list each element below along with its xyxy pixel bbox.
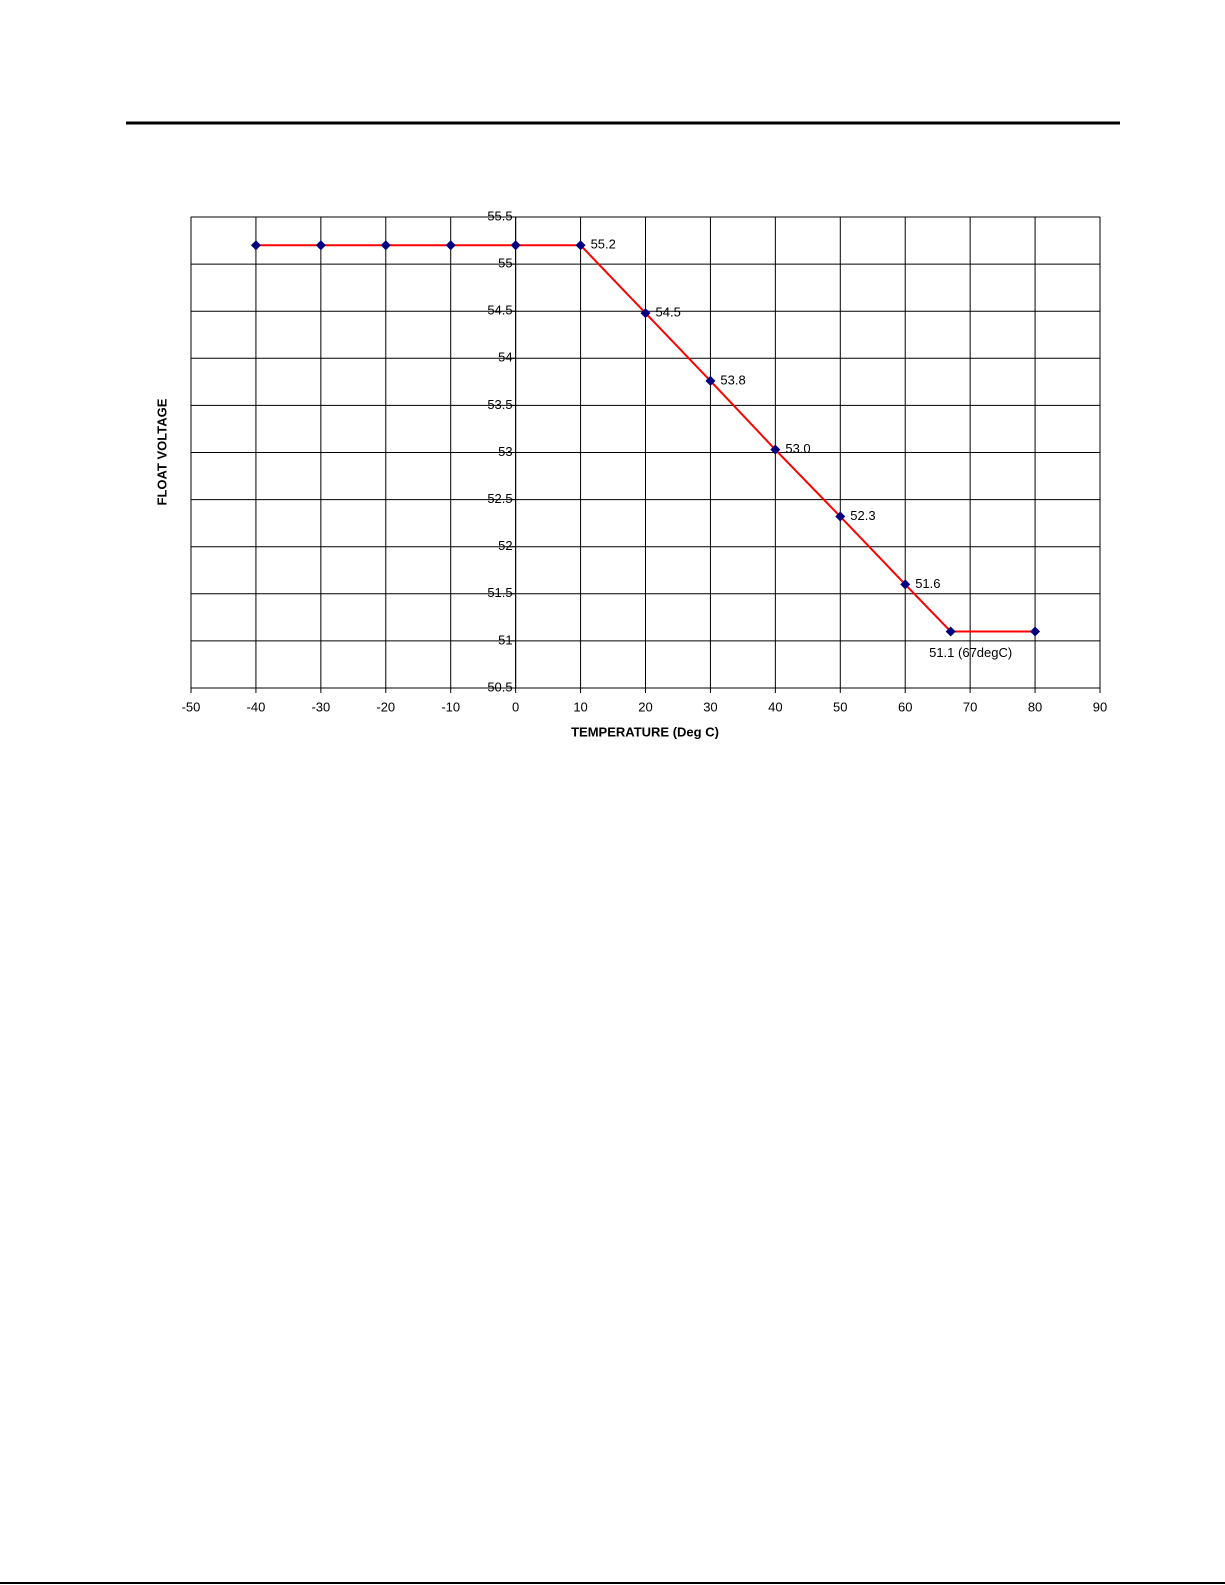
marker	[770, 444, 781, 455]
marker	[445, 240, 456, 251]
data-label: 51.6	[915, 576, 940, 591]
marker	[315, 240, 326, 251]
marker	[575, 240, 586, 251]
x-tick-label: 70	[963, 699, 977, 714]
y-tick-label: 51	[498, 632, 512, 647]
marker	[1030, 626, 1041, 637]
x-tick-label: 0	[512, 699, 519, 714]
data-label: 53.8	[720, 372, 745, 387]
marker	[705, 375, 716, 386]
data-label: 51.1 (67degC)	[929, 645, 1012, 660]
x-tick-label: -30	[311, 699, 330, 714]
marker	[835, 511, 846, 522]
x-tick-label: 40	[768, 699, 782, 714]
y-tick-label: 53	[498, 444, 512, 459]
marker	[250, 240, 261, 251]
x-tick-label: 10	[573, 699, 587, 714]
marker	[380, 240, 391, 251]
y-tick-label: 54	[498, 350, 512, 365]
marker	[510, 240, 521, 251]
x-tick-label: 80	[1028, 699, 1042, 714]
marker	[945, 626, 956, 637]
y-tick-label: 55.5	[487, 208, 512, 223]
y-tick-label: 53.5	[487, 397, 512, 412]
x-tick-label: 50	[833, 699, 847, 714]
y-tick-label: 55	[498, 256, 512, 271]
x-tick-label: 90	[1093, 699, 1107, 714]
data-label: 55.2	[591, 237, 616, 252]
data-label: 54.5	[656, 305, 681, 320]
x-tick-label: -40	[247, 699, 266, 714]
x-tick-label: 60	[898, 699, 912, 714]
marker	[900, 579, 911, 590]
data-label: 53.0	[785, 441, 810, 456]
y-tick-label: 54.5	[487, 303, 512, 318]
data-label: 52.3	[850, 508, 875, 523]
x-tick-label: 20	[638, 699, 652, 714]
x-tick-label: -20	[376, 699, 395, 714]
y-tick-label: 52	[498, 538, 512, 553]
marker	[640, 308, 651, 319]
x-axis-label: TEMPERATURE (Deg C)	[571, 724, 719, 739]
y-tick-label: 50.5	[487, 679, 512, 694]
x-tick-label: -10	[441, 699, 460, 714]
y-axis-label: FLOAT VOLTAGE	[154, 398, 169, 505]
y-tick-label: 51.5	[487, 585, 512, 600]
y-tick-label: 52.5	[487, 491, 512, 506]
x-tick-label: 30	[703, 699, 717, 714]
x-tick-label: -50	[182, 699, 201, 714]
